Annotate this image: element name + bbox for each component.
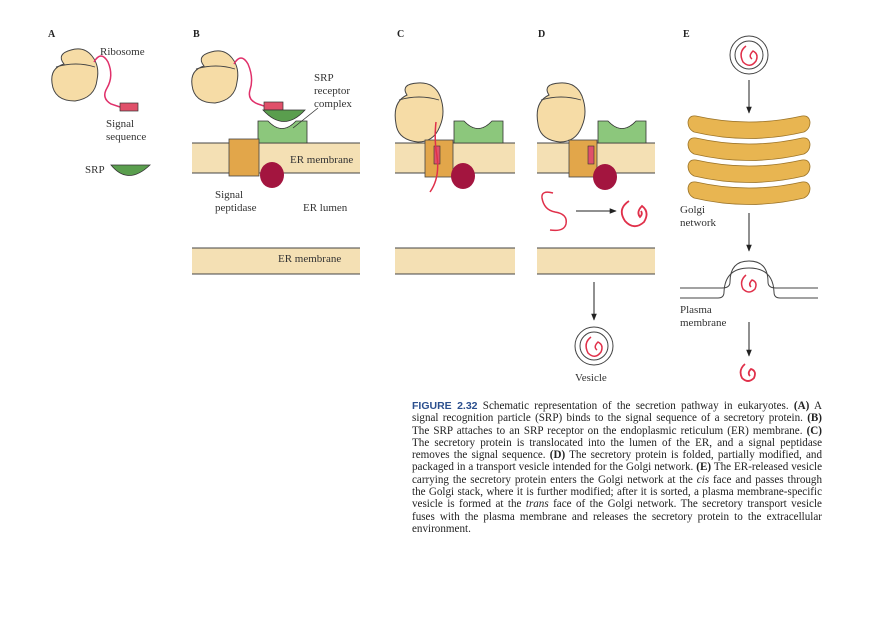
label-signal-sequence-2: sequence xyxy=(106,131,146,143)
caption-e-text-3: face of the Golgi network. The secretory… xyxy=(412,498,822,535)
panel-a: A Ribosome Signal sequence SRP xyxy=(48,29,151,176)
panel-b-letter: B xyxy=(193,29,200,40)
label-plasma-1: Plasma xyxy=(680,304,712,316)
caption-figure-number: FIGURE 2.32 xyxy=(412,400,478,412)
er-membrane-lower xyxy=(192,248,360,274)
ribosome-icon xyxy=(536,82,586,143)
ribosome-icon xyxy=(51,48,99,102)
label-er-membrane: ER membrane xyxy=(290,154,353,166)
caption-e-text-1: The ER-released vesicle carrying the sec… xyxy=(412,461,822,486)
label-signal-peptidase-2: peptidase xyxy=(215,202,257,214)
plasma-membrane xyxy=(680,260,818,299)
caption-cis: cis xyxy=(696,473,710,486)
srp-receptor-icon xyxy=(257,120,308,144)
panel-c-letter: C xyxy=(397,29,404,40)
caption-trans: trans xyxy=(525,498,549,511)
srp-icon xyxy=(262,109,306,122)
panel-e-letter: E xyxy=(683,29,690,40)
panel-b: B SRP receptor complex ER membrane Signa… xyxy=(191,29,360,275)
signal-peptidase-icon xyxy=(451,163,475,189)
golgi-icon xyxy=(687,115,811,205)
label-golgi-2: network xyxy=(680,217,717,229)
mrna-chain xyxy=(233,57,265,107)
er-membrane-lower xyxy=(395,248,515,274)
protein-chain xyxy=(541,191,568,232)
pointer-line xyxy=(292,107,319,129)
srp-icon xyxy=(110,164,151,176)
signal-peptidase-icon xyxy=(593,164,617,190)
label-ribosome: Ribosome xyxy=(100,46,145,58)
caption-d-tag: (D) xyxy=(549,449,566,462)
label-golgi-1: Golgi xyxy=(680,204,705,216)
caption-b-text: The SRP attaches to an SRP receptor on t… xyxy=(412,424,807,437)
panel-d: D Vesicle xyxy=(536,29,655,384)
mrna-chain xyxy=(93,55,121,108)
label-plasma-2: membrane xyxy=(680,317,727,329)
vesicle-icon xyxy=(729,35,769,75)
caption-e-text-2: face and passes through the Golgi stack,… xyxy=(412,473,823,511)
panel-c: C xyxy=(394,29,515,275)
ribosome-icon xyxy=(191,50,239,104)
signal-peptidase-icon xyxy=(260,162,284,188)
label-signal-sequence-1: Signal xyxy=(106,118,134,130)
er-membrane-lower xyxy=(537,248,655,274)
caption-b-tag: (B) xyxy=(807,412,822,425)
label-srp-receptor-1: SRP xyxy=(314,72,334,84)
caption-d-text: The secretory protein is folded, partial… xyxy=(412,449,823,474)
translocon-icon xyxy=(228,138,260,177)
srp-receptor-icon xyxy=(597,120,647,144)
caption-intro: Schematic representation of the secretio… xyxy=(477,400,794,412)
vesicle-icon xyxy=(574,326,614,366)
ribosome-icon xyxy=(394,82,444,143)
caption-a-tag: (A) xyxy=(793,400,810,412)
panel-a-letter: A xyxy=(48,29,56,40)
protein-icon xyxy=(620,200,648,228)
secretion-pathway-diagram: A Ribosome Signal sequence SRP B SRP xyxy=(48,29,818,384)
label-srp-receptor-2: receptor xyxy=(314,85,350,97)
label-er-lumen: ER lumen xyxy=(303,202,348,214)
label-er-membrane-bottom: ER membrane xyxy=(278,253,341,265)
protein-icon xyxy=(739,363,756,382)
caption-c-text: The secretory protein is translocated in… xyxy=(412,436,822,462)
label-srp: SRP xyxy=(85,164,105,176)
label-vesicle: Vesicle xyxy=(575,372,607,384)
srp-receptor-icon xyxy=(453,120,504,144)
protein-chain xyxy=(429,121,439,193)
figure-caption: FIGURE 2.32 Schematic representation of … xyxy=(412,400,822,535)
panel-d-letter: D xyxy=(538,29,545,40)
caption-e-tag: (E) xyxy=(696,461,712,474)
label-srp-receptor-3: complex xyxy=(314,98,352,110)
caption-c-tag: (C) xyxy=(806,424,822,437)
panel-e: E Golgi network Plasma membrane xyxy=(680,29,818,382)
signal-sequence xyxy=(119,102,139,112)
label-signal-peptidase-1: Signal xyxy=(215,189,243,201)
caption-a-text: A signal recognition particle (SRP) bind… xyxy=(412,400,822,425)
protein-icon xyxy=(740,274,757,293)
signal-sequence xyxy=(263,101,284,111)
signal-sequence xyxy=(587,145,595,165)
